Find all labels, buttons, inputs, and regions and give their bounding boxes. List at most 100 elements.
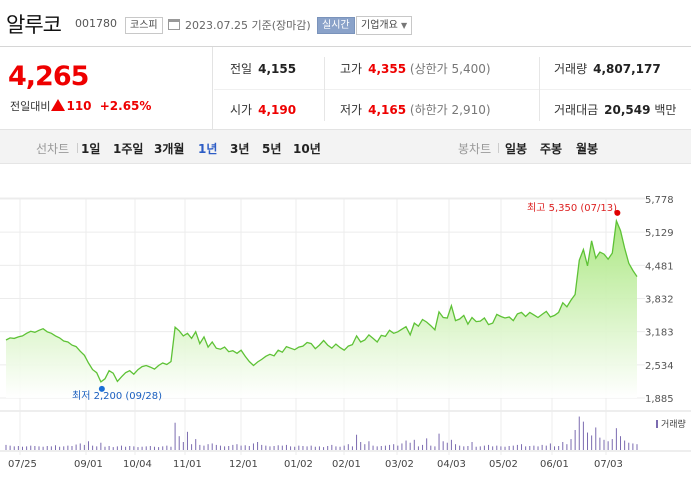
volume-bar (112, 447, 114, 450)
volume-bar (516, 444, 518, 450)
volume-bar (141, 446, 143, 450)
volume-bar (178, 436, 180, 450)
x-tick-label: 04/03 (437, 459, 466, 470)
volume-bar (92, 445, 94, 450)
chevron-down-icon: ▼ (401, 21, 408, 30)
change-amount: 110 (66, 99, 92, 113)
volume-bar (306, 446, 308, 450)
volume-bar (133, 446, 135, 450)
x-tick-label: 05/02 (489, 459, 518, 470)
volume-bar (21, 446, 23, 450)
volume-bar (397, 445, 399, 450)
volume-bar (578, 416, 580, 450)
high-price: 4,355 (368, 62, 407, 76)
volume-bar (100, 442, 102, 450)
volume-bar (554, 446, 556, 450)
stock-code: 001780 (75, 17, 117, 30)
volume-bar (236, 444, 238, 450)
volume-bar (331, 444, 333, 450)
volume-bar (450, 439, 452, 450)
chart-tabs: 선차트 1일 1주일 3개월 1년 3년 5년 10년 봉차트 일봉 주봉 월봉 (0, 130, 691, 164)
volume-bar (632, 443, 634, 450)
volume-label: 거래량 (554, 62, 588, 76)
candle-chart-label[interactable]: 봉차트 (458, 142, 492, 156)
volume-bar (459, 445, 461, 450)
volume-bar (108, 446, 110, 450)
volume-bar (166, 445, 168, 450)
volume-bar (240, 445, 242, 450)
period-tab-1w[interactable]: 1주일 (113, 142, 144, 156)
realtime-button[interactable]: 실시간 (317, 17, 355, 34)
volume-bar (87, 441, 89, 450)
candle-tab-weekly[interactable]: 주봉 (540, 142, 563, 156)
company-info-dropdown[interactable]: 기업개요 ▼ (356, 16, 413, 35)
price-chart: 5,778 5,129 4,481 3,832 3,183 2,534 1,885 07/2… (0, 164, 691, 481)
volume-bar (174, 422, 176, 450)
volume-bar (347, 444, 349, 450)
volume: 4,807,177 (593, 62, 661, 76)
y-tick-label: 5,778 (645, 195, 674, 206)
volume-bar (339, 446, 341, 450)
volume-bar (479, 446, 481, 450)
volume-bar (496, 445, 498, 450)
volume-bar (356, 434, 358, 450)
volume-bar (323, 447, 325, 450)
market-badge: 코스피 (125, 17, 163, 34)
volume-bar (59, 446, 61, 450)
volume-bar (170, 446, 172, 450)
volume-bar (149, 446, 151, 450)
volume-bar (562, 442, 564, 450)
price-area (6, 220, 637, 398)
volume-bar (566, 444, 568, 450)
current-price: 4,265 (8, 61, 89, 92)
volume-bar (191, 444, 193, 450)
volume-bar (508, 446, 510, 450)
x-tick-label: 01/02 (284, 459, 313, 470)
volume-bar (413, 439, 415, 450)
period-tab-10y[interactable]: 10년 (293, 142, 321, 156)
company-info-label: 기업개요 (361, 20, 398, 31)
up-arrow-icon (51, 99, 66, 111)
lower-limit: (하한가 2,910) (409, 103, 491, 117)
volume-bar (430, 445, 432, 450)
period-tab-3m[interactable]: 3개월 (154, 142, 185, 156)
x-tick-label: 09/01 (74, 459, 103, 470)
x-tick-label: 10/04 (123, 459, 152, 470)
divider (498, 143, 499, 153)
volume-bar (409, 442, 411, 450)
quote-panel: 4,265 전일대비 110 +2.65% 전일 4,155 고가 4,355 (상한… (0, 46, 691, 131)
change-percent: +2.65% (99, 99, 152, 113)
volume-bar (599, 437, 601, 450)
period-tab-1y[interactable]: 1년 (198, 142, 218, 156)
volume-bar (372, 445, 374, 450)
line-chart-label[interactable]: 선차트 (36, 142, 70, 156)
period-tab-5y[interactable]: 5년 (262, 142, 282, 156)
quote-date: 2023.07.25 기준(장마감) (185, 19, 311, 32)
volume-bar (442, 441, 444, 450)
volume-bar (360, 442, 362, 450)
volume-bar (558, 446, 560, 450)
volume-bar (273, 446, 275, 450)
candle-tab-monthly[interactable]: 월봉 (576, 142, 599, 156)
price-line (5, 218, 638, 383)
y-tick-label: 3,832 (645, 295, 674, 306)
volume-bar (83, 444, 85, 450)
candle-tab-daily[interactable]: 일봉 (505, 142, 528, 156)
period-tab-3y[interactable]: 3년 (230, 142, 250, 156)
volume-legend-swatch (656, 420, 658, 428)
divider (214, 89, 691, 90)
period-tab-1d[interactable]: 1일 (81, 142, 101, 156)
volume-bar (529, 446, 531, 450)
volume-bar (310, 445, 312, 450)
volume-bar (446, 442, 448, 450)
volume-bar (603, 439, 605, 450)
volume-bar (244, 445, 246, 450)
y-tick-label: 3,183 (645, 328, 674, 339)
amount-unit: 백만 (654, 103, 677, 117)
volume-bar (389, 444, 391, 450)
volume-bar (318, 446, 320, 450)
volume-bar (368, 441, 370, 450)
volume-bar (248, 446, 250, 450)
x-tick-label: 02/01 (332, 459, 361, 470)
volume-bar (125, 446, 127, 450)
